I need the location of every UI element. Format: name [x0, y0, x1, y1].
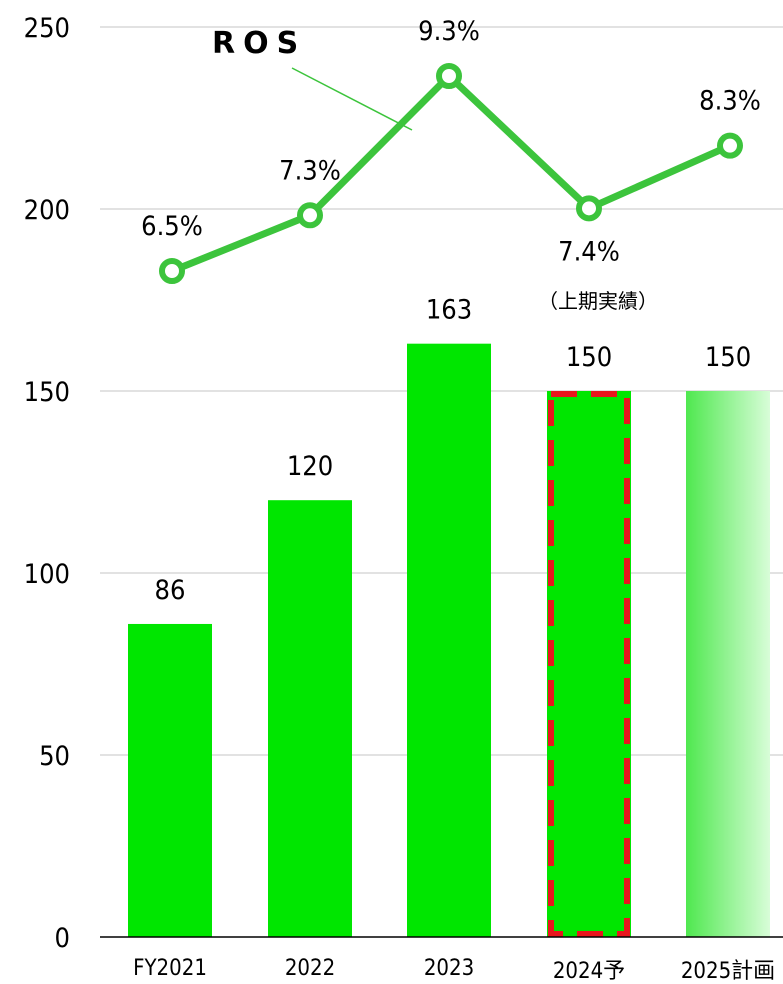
ros-value-label: 7.4% — [558, 236, 620, 267]
ros-marker — [297, 202, 323, 229]
ros-data-labels: 6.5% 7.3% 9.3% 7.4% 8.3% — [141, 16, 761, 267]
bars — [128, 343, 770, 937]
ros-value-label: 6.5% — [141, 211, 203, 242]
bar-2022 — [268, 500, 352, 937]
y-tick-label: 50 — [39, 741, 70, 772]
bar-value-label: 150 — [566, 342, 612, 373]
ros-value-label: 8.3% — [699, 86, 761, 117]
y-tick-label: 150 — [24, 377, 70, 408]
x-axis-category-labels: FY2021 2022 2023 2024予 2025計画 — [133, 956, 775, 984]
x-category-label: 2025計画 — [681, 959, 775, 984]
bar-data-labels: 86 120 163 150 150 — [155, 295, 752, 606]
ros-line — [170, 72, 732, 275]
y-tick-label: 250 — [24, 13, 70, 44]
bar-value-label: 150 — [705, 342, 751, 373]
ros-marker — [436, 63, 462, 89]
ros-marker — [159, 258, 185, 284]
bar-2025計画 — [686, 391, 770, 937]
ros-leader-line — [291, 67, 413, 131]
forecast-highlight-outline — [548, 391, 630, 937]
ros-value-label: 7.3% — [279, 155, 341, 186]
bar-FY2021 — [128, 623, 212, 937]
ros-marker — [717, 132, 743, 159]
x-category-label: 2022 — [285, 956, 335, 981]
ros-line-series — [159, 63, 743, 284]
bar-value-label: 163 — [426, 295, 472, 326]
bar-value-label: 86 — [155, 575, 186, 606]
y-tick-label: 200 — [24, 195, 70, 226]
bar-2023 — [407, 343, 491, 937]
h1-actual-note: （上期実績） — [538, 289, 658, 313]
x-category-label: FY2021 — [133, 956, 207, 981]
bar-value-label: 120 — [287, 451, 333, 482]
ros-value-label: 9.3% — [418, 16, 480, 47]
x-category-label: 2024予 — [553, 959, 625, 984]
ros-series-title: ROS — [212, 26, 306, 61]
y-tick-label: 100 — [24, 559, 70, 590]
y-tick-label: 0 — [55, 923, 70, 954]
bar-2024予 — [547, 391, 631, 937]
x-category-label: 2023 — [424, 956, 474, 981]
y-axis-tick-labels: 0 50 100 150 200 250 — [24, 13, 70, 954]
ros-marker — [576, 195, 602, 222]
